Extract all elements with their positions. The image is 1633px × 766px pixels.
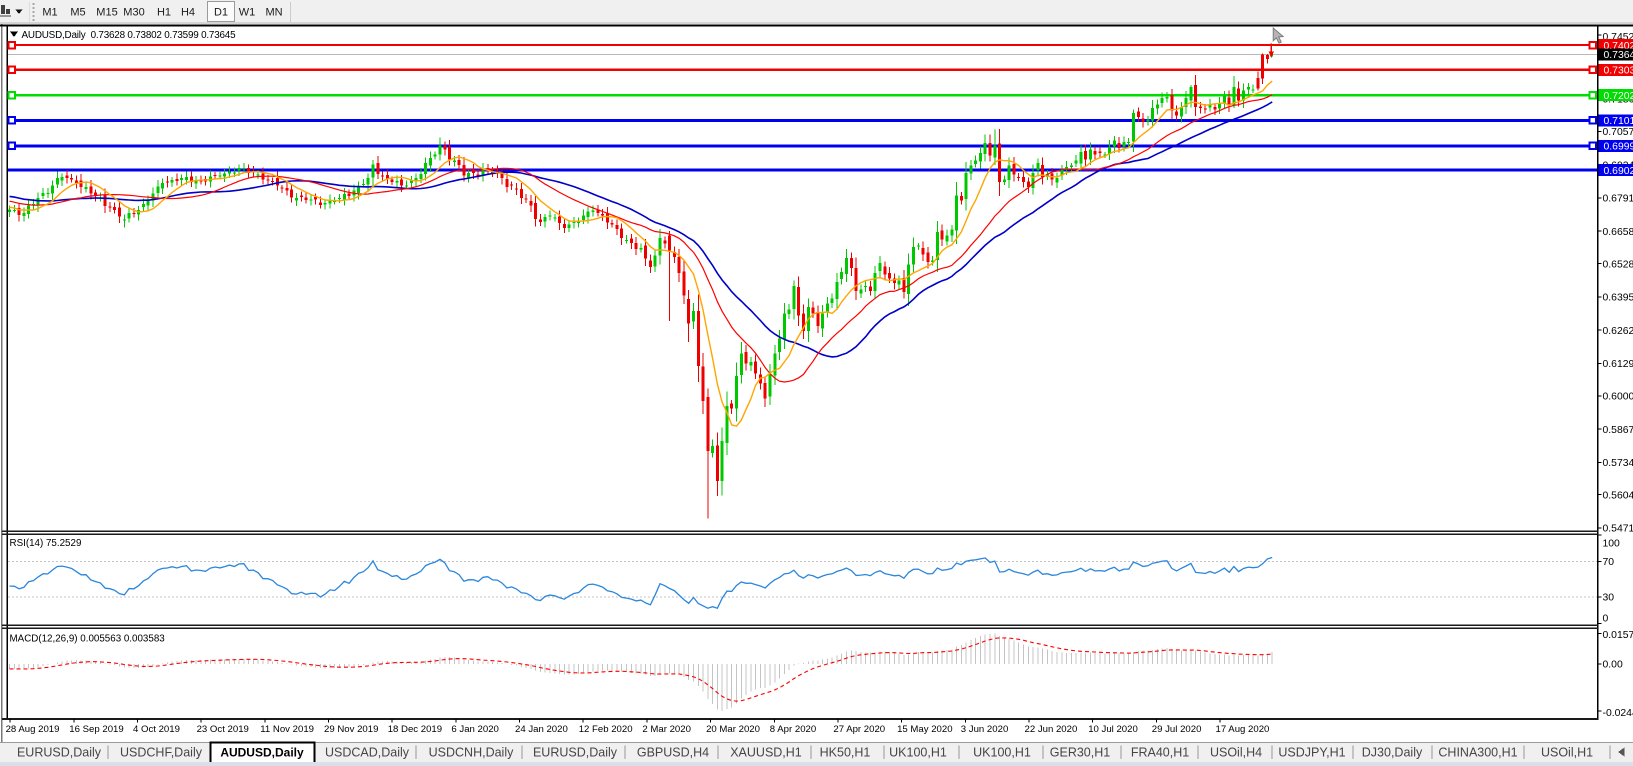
svg-text:AUDUSD,Daily 0.73628 0.73802: AUDUSD,Daily 0.73628 0.73802 0.73599 0.7… (22, 30, 237, 41)
svg-text:0.01574: 0.01574 (1603, 630, 1633, 641)
svg-text:USDJPY,H1: USDJPY,H1 (1278, 746, 1345, 760)
svg-text:20 Mar 2020: 20 Mar 2020 (706, 724, 760, 735)
svg-text:H4: H4 (181, 7, 195, 19)
svg-text:GER30,H1: GER30,H1 (1050, 746, 1110, 760)
svg-text:15 May 2020: 15 May 2020 (897, 724, 952, 735)
svg-text:H1: H1 (157, 7, 171, 19)
svg-text:0.00: 0.00 (1603, 660, 1623, 671)
svg-text:22 Jun 2020: 22 Jun 2020 (1025, 724, 1078, 735)
svg-text:0.72022: 0.72022 (1604, 91, 1633, 102)
svg-text:M1: M1 (42, 7, 57, 19)
svg-text:0.74021: 0.74021 (1604, 41, 1633, 52)
svg-text:0.65285: 0.65285 (1603, 259, 1633, 270)
svg-text:0.69025: 0.69025 (1604, 166, 1633, 177)
svg-text:16 Sep 2019: 16 Sep 2019 (69, 724, 123, 735)
svg-text:24 Jan 2020: 24 Jan 2020 (515, 724, 568, 735)
svg-text:29 Nov 2019: 29 Nov 2019 (324, 724, 378, 735)
svg-text:18 Dec 2019: 18 Dec 2019 (388, 724, 442, 735)
svg-text:FRA40,H1: FRA40,H1 (1131, 746, 1189, 760)
svg-text:CHINA300,H1: CHINA300,H1 (1438, 746, 1517, 760)
svg-text:XAUUSD,H1: XAUUSD,H1 (730, 746, 802, 760)
svg-text:6 Jan 2020: 6 Jan 2020 (451, 724, 498, 735)
svg-text:D1: D1 (214, 7, 228, 19)
svg-text:70: 70 (1603, 557, 1615, 568)
svg-text:8 Apr 2020: 8 Apr 2020 (770, 724, 816, 735)
svg-text:USDCHF,Daily: USDCHF,Daily (120, 746, 203, 760)
svg-text:RSI(14) 75.2529: RSI(14) 75.2529 (10, 538, 82, 549)
svg-text:10 Jul 2020: 10 Jul 2020 (1088, 724, 1138, 735)
svg-text:USOil,H4: USOil,H4 (1210, 746, 1262, 760)
svg-text:100: 100 (1603, 539, 1621, 550)
svg-text:0.62625: 0.62625 (1603, 326, 1633, 337)
svg-text:29 Jul 2020: 29 Jul 2020 (1152, 724, 1202, 735)
svg-text:MN: MN (265, 7, 282, 19)
svg-text:AUDUSD,Daily: AUDUSD,Daily (220, 746, 304, 760)
svg-text:0.73033: 0.73033 (1604, 66, 1633, 77)
svg-text:0: 0 (1603, 613, 1609, 624)
svg-text:0.56045: 0.56045 (1603, 490, 1633, 501)
svg-text:0.73645: 0.73645 (1604, 50, 1633, 61)
svg-text:DJ30,Daily: DJ30,Daily (1362, 746, 1423, 760)
svg-text:GBPUSD,H4: GBPUSD,H4 (637, 746, 709, 760)
svg-text:EURUSD,Daily: EURUSD,Daily (17, 746, 102, 760)
svg-text:MACD(12,26,9) 0.005563 0.00358: MACD(12,26,9) 0.005563 0.003583 (10, 634, 166, 645)
svg-text:0.63955: 0.63955 (1603, 293, 1633, 304)
svg-text:0.69995: 0.69995 (1604, 142, 1633, 153)
svg-text:27 Apr 2020: 27 Apr 2020 (833, 724, 885, 735)
svg-text:3 Jun 2020: 3 Jun 2020 (961, 724, 1008, 735)
svg-text:M30: M30 (123, 7, 144, 19)
svg-text:0.74525: 0.74525 (1603, 32, 1633, 43)
svg-text:M5: M5 (70, 7, 85, 19)
svg-text:23 Oct 2019: 23 Oct 2019 (197, 724, 249, 735)
svg-text:4 Oct 2019: 4 Oct 2019 (133, 724, 180, 735)
svg-text:2 Mar 2020: 2 Mar 2020 (642, 724, 691, 735)
svg-text:UK100,H1: UK100,H1 (973, 746, 1031, 760)
svg-text:0.54715: 0.54715 (1603, 524, 1633, 535)
svg-text:17 Aug 2020: 17 Aug 2020 (1216, 724, 1270, 735)
svg-text:USOil,H1: USOil,H1 (1541, 746, 1593, 760)
svg-text:W1: W1 (239, 7, 256, 19)
svg-text:11 Nov 2019: 11 Nov 2019 (260, 724, 314, 735)
svg-text:USDCNH,Daily: USDCNH,Daily (429, 746, 514, 760)
svg-text:28 Aug 2019: 28 Aug 2019 (6, 724, 60, 735)
svg-text:-0.0244: -0.0244 (1603, 708, 1633, 719)
svg-text:HK50,H1: HK50,H1 (820, 746, 871, 760)
svg-text:0.61295: 0.61295 (1603, 359, 1633, 370)
svg-text:USDCAD,Daily: USDCAD,Daily (325, 746, 410, 760)
svg-text:M15: M15 (96, 7, 117, 19)
svg-text:30: 30 (1603, 593, 1615, 604)
svg-text:EURUSD,Daily: EURUSD,Daily (533, 746, 618, 760)
svg-text:UK100,H1: UK100,H1 (889, 746, 947, 760)
svg-text:12 Feb 2020: 12 Feb 2020 (579, 724, 633, 735)
